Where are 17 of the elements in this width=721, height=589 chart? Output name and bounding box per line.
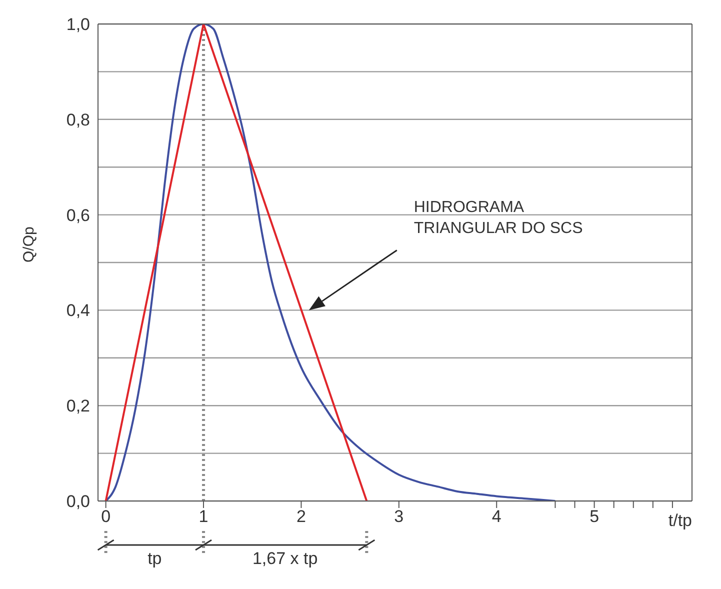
x-tick-label: 1 — [198, 507, 208, 526]
y-tick-label: 0,6 — [66, 206, 90, 225]
x-tick-label: 5 — [590, 507, 600, 526]
x-axis-title: t/tp — [668, 511, 692, 530]
y-axis-title: Q/Qp — [20, 226, 38, 262]
text: tp — [148, 549, 162, 568]
y-tick-label: 0,4 — [66, 301, 90, 320]
x-tick-label: 2 — [296, 507, 306, 526]
text: 1,67 x tp — [252, 549, 318, 568]
y-tick-label: 0,2 — [66, 396, 90, 416]
y-tick-label: 1,0 — [66, 15, 90, 34]
annotation: HIDROGRAMA TRIANGULAR DO SCS — [414, 199, 583, 238]
x-tick-label: 0 — [101, 507, 111, 526]
x-tick-label: 3 — [394, 507, 404, 526]
x-tick-label: 4 — [492, 507, 502, 526]
y-tick-label: 0,8 — [66, 110, 90, 130]
y-tick-label: 0,0 — [66, 492, 90, 512]
